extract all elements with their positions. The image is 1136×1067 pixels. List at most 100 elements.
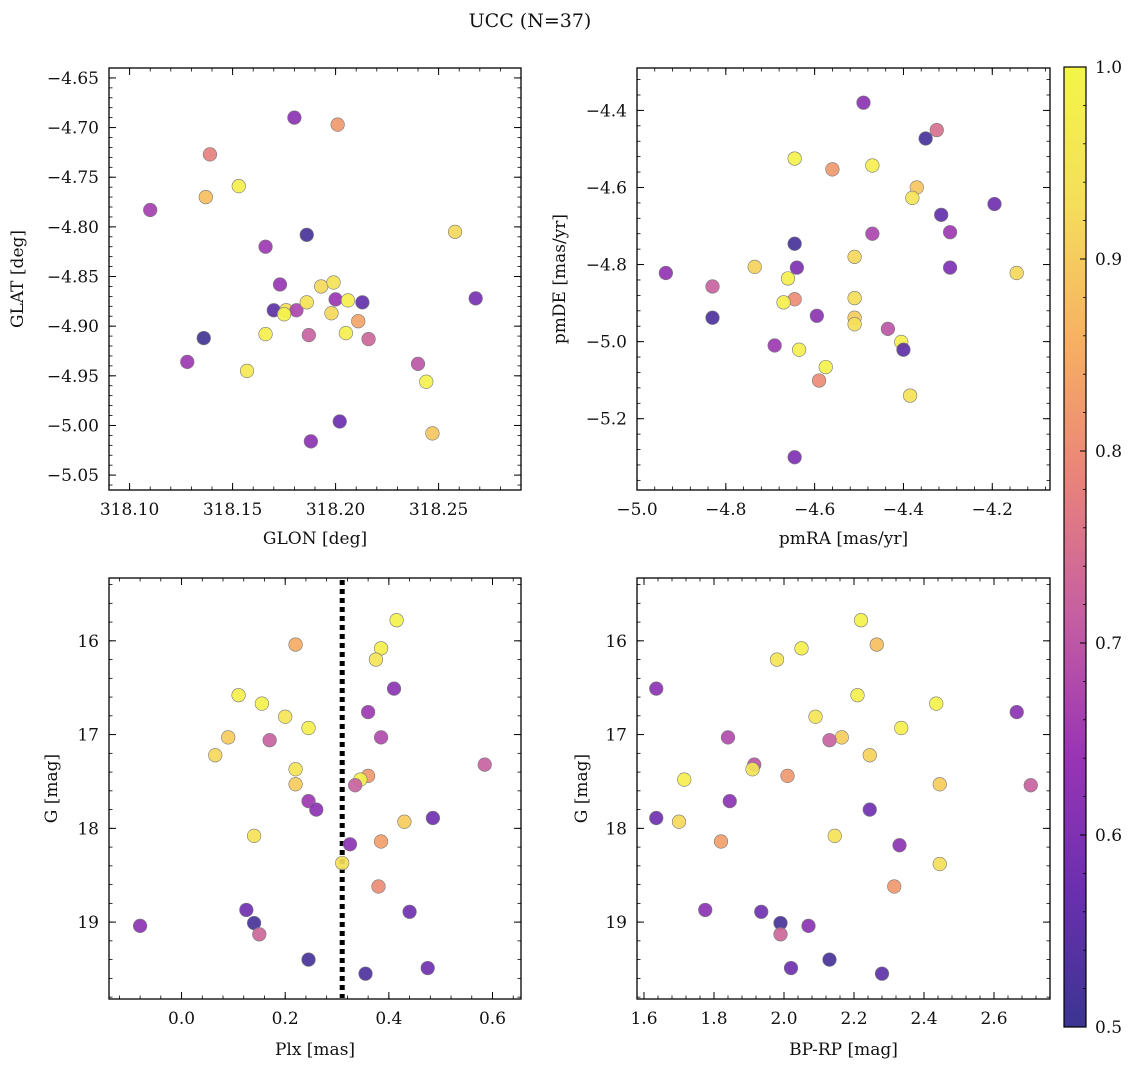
scatter-point: [776, 295, 791, 310]
scatter-point: [373, 834, 389, 849]
y-tick-label: 17: [605, 726, 627, 746]
scatter-point: [303, 434, 318, 449]
y-axis: −4.65 −4.70 −4.75 −4.80 −4.85 −4.90 −4.95 −5.00…: [47, 67, 521, 486]
scatter-points: [143, 110, 483, 449]
scatter-point: [425, 810, 440, 826]
scatter-point: [288, 762, 303, 777]
scatter-point: [856, 95, 871, 110]
x-tick-label: 0.0: [168, 1009, 195, 1029]
scatter-point: [862, 748, 877, 763]
scatter-point: [326, 275, 341, 290]
x-axis-label: Plx [mas]: [275, 1040, 355, 1060]
scatter-point: [278, 709, 293, 724]
plot-frame: [108, 67, 522, 491]
x-tick-label: 318.15: [203, 500, 262, 520]
scatter-point: [887, 879, 902, 894]
scatter-point: [335, 855, 350, 871]
y-tick-label: −4.75: [47, 168, 99, 188]
colorbar-tick-label: 1.0: [1095, 58, 1122, 78]
x-tick-label: 318.10: [100, 500, 159, 520]
y-tick-label: −4.90: [47, 317, 99, 337]
scatter-point: [419, 374, 434, 389]
scatter-point: [231, 179, 246, 194]
x-tick-label: 2.2: [840, 1009, 867, 1029]
panel-plx-g: 0.0 0.2 0.4 0.6 16 17 18 19 Plx [mas] G [mag]: [42, 577, 522, 1060]
scatter-point: [677, 772, 692, 787]
scatter-point: [773, 927, 788, 942]
scatter-point: [247, 828, 262, 843]
scatter-point: [649, 681, 664, 696]
y-tick-label: −4.4: [586, 101, 627, 121]
scatter-point: [720, 730, 736, 745]
scatter-point: [309, 802, 324, 817]
scatter-point: [789, 260, 804, 275]
y-tick-label: 19: [77, 913, 99, 933]
scatter-point: [368, 652, 383, 667]
scatter-point: [918, 131, 933, 146]
scatter-point: [324, 306, 339, 321]
colorbar-tick-label: 0.9: [1095, 250, 1122, 270]
scatter-point: [301, 328, 316, 343]
scatter-point: [371, 879, 386, 894]
x-tick-label: 1.6: [630, 1009, 657, 1029]
scatter-point: [198, 189, 213, 205]
x-tick-label: −5.0: [616, 500, 657, 520]
scatter-point: [272, 277, 288, 292]
x-tick-label: 0.2: [272, 1009, 299, 1029]
scatter-point: [299, 227, 314, 242]
figure-title: UCC (N=37): [469, 10, 592, 32]
y-axis: 16 17 18 19: [77, 584, 521, 998]
scatter-point: [892, 838, 907, 853]
scatter-point: [865, 226, 880, 241]
x-axis-label: BP-RP [mag]: [789, 1040, 898, 1060]
y-axis-label: G [mag]: [42, 754, 62, 823]
scatter-point: [929, 122, 944, 138]
x-tick-label: 2.6: [980, 1009, 1007, 1029]
scatter-point: [780, 271, 796, 286]
scatter-point: [942, 225, 958, 240]
y-axis: 16 17 18 19: [605, 584, 1050, 998]
y-tick-label: 16: [605, 632, 627, 652]
x-axis-label: pmRA [mas/yr]: [779, 529, 908, 549]
x-axis: 1.6 1.8 2.0 2.2 2.4 2.6: [630, 578, 1051, 1029]
scatter-point: [780, 768, 795, 783]
scatter-point: [468, 291, 483, 306]
scatter-point: [847, 290, 862, 306]
scatter-point: [397, 814, 412, 829]
y-tick-label: −4.80: [47, 218, 99, 238]
scatter-point: [299, 295, 314, 310]
scatter-point: [420, 960, 435, 976]
x-axis: 318.10 318.15 318.20 318.25: [100, 68, 522, 520]
scatter-point: [202, 147, 218, 162]
y-tick-label: −5.05: [47, 466, 99, 486]
scatter-point: [330, 117, 345, 132]
scatter-point: [342, 837, 358, 852]
scatter-point: [934, 207, 949, 222]
scatter-point: [301, 720, 316, 736]
scatter-point: [361, 331, 376, 347]
scatter-point: [143, 202, 158, 218]
scatter-point: [942, 260, 958, 275]
scatter-point: [869, 637, 884, 652]
scatter-point: [903, 388, 918, 403]
scatter-point: [808, 709, 823, 724]
plot-frame: [636, 577, 1051, 1000]
scatter-point: [132, 918, 148, 933]
y-axis-label: pmDE [mas/yr]: [550, 214, 570, 344]
scatter-point: [880, 321, 896, 337]
x-tick-label: 0.4: [375, 1009, 402, 1029]
scatter-point: [239, 363, 255, 378]
scatter-point: [745, 762, 760, 777]
scatter-point: [932, 856, 947, 872]
colorbar: 0.5 0.6 0.7 0.8 0.9 1.0: [1063, 58, 1122, 1038]
scatter-point: [386, 681, 402, 696]
scatter-point: [722, 794, 737, 809]
scatter-point: [791, 342, 807, 357]
scatter-point: [827, 828, 842, 843]
scatter-points: [132, 613, 492, 981]
scatter-point: [252, 927, 267, 942]
scatter-point: [894, 720, 909, 736]
y-tick-label: −4.95: [47, 367, 99, 387]
colorbar-tick-label: 0.5: [1095, 1018, 1122, 1038]
scatter-point: [787, 151, 802, 166]
